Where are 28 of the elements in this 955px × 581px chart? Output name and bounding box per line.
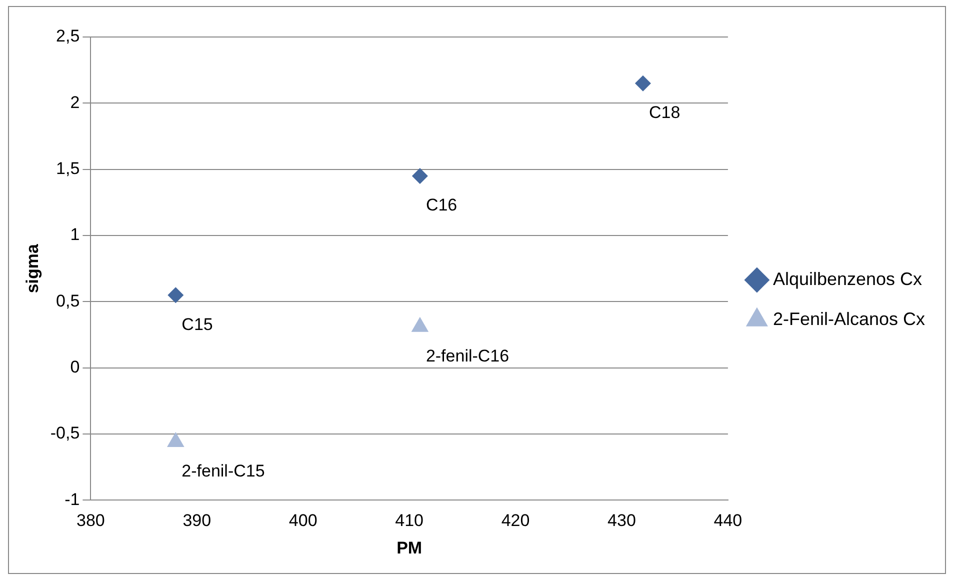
point (411, 316, 429, 332)
x-tick-label: 390 (182, 511, 212, 530)
annotation: C18 (648, 103, 680, 122)
x-tick-label: 400 (288, 511, 318, 530)
y-tick-label: 0 (70, 358, 80, 377)
y-tick-label: -1 (64, 490, 80, 509)
y-tick-label: 0,5 (56, 291, 80, 310)
legend-label: 2-Fenil-Alcanos Cx (772, 308, 926, 329)
x-tick-label: 430 (608, 511, 636, 530)
annotation: C15 (182, 314, 213, 334)
y-tick-label: 1,5 (56, 159, 80, 178)
point (167, 432, 184, 447)
annotation: 2-fenil-C15 (182, 462, 265, 481)
y-tick-label: -0,5 (50, 424, 80, 443)
annotation: 2-fenil-C16 (426, 346, 510, 366)
legend-label: Alquilbenzenos Cx (772, 268, 922, 289)
x-axis-title: PM (396, 538, 422, 558)
x-tick-label: 440 (714, 511, 742, 530)
x-tick-label: 410 (395, 511, 424, 530)
y-tick-label: 2 (70, 92, 80, 112)
x-tick-label: 420 (501, 511, 530, 530)
point (634, 75, 651, 92)
y-axis-title: sigma (22, 243, 42, 294)
annotation: C16 (426, 196, 458, 215)
y-tick-label: 1 (70, 225, 80, 244)
point (412, 168, 428, 184)
y-tick-label: 2,5 (56, 26, 80, 46)
x-tick-label: 380 (76, 511, 105, 530)
